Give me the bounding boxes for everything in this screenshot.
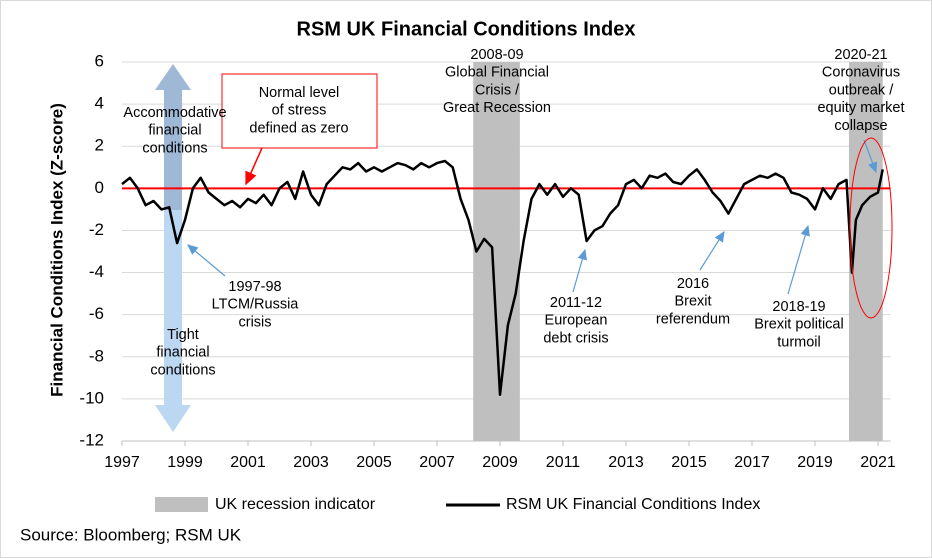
x-tick-label: 2009 bbox=[482, 454, 518, 471]
annotation: LTCM/Russia bbox=[212, 297, 300, 313]
x-tick-label: 1999 bbox=[167, 454, 203, 471]
annotation: equity market bbox=[817, 100, 904, 116]
annotation: Brexit bbox=[674, 294, 711, 310]
annotation: Tight bbox=[167, 327, 199, 343]
annotation: defined as zero bbox=[249, 120, 348, 136]
y-tick-label: -8 bbox=[89, 346, 104, 365]
legend-label: RSM UK Financial Conditions Index bbox=[506, 496, 760, 513]
y-axis-title: Financial Conditions Index (Z-score) bbox=[47, 103, 66, 397]
annotation: Great Recession bbox=[443, 100, 551, 116]
x-tick-label: 2007 bbox=[419, 454, 455, 471]
x-tick-label: 2021 bbox=[860, 454, 896, 471]
y-tick-label: -6 bbox=[89, 304, 104, 323]
annotation: financial bbox=[156, 345, 209, 361]
annotation: conditions bbox=[150, 362, 215, 378]
x-tick-label: 2005 bbox=[356, 454, 392, 471]
accommodative-arrow bbox=[155, 64, 191, 210]
annotation: 2020-21 bbox=[834, 47, 887, 63]
y-tick-label: -2 bbox=[89, 220, 104, 239]
y-tick-label: -10 bbox=[79, 388, 104, 407]
x-tick-label: 2017 bbox=[734, 454, 770, 471]
annotation: 2016 bbox=[677, 276, 709, 292]
legend-swatch bbox=[155, 497, 208, 512]
x-tick-label: 2019 bbox=[797, 454, 833, 471]
annotation: 2011-12 bbox=[550, 295, 602, 311]
annotation: turmoil bbox=[777, 334, 821, 350]
annotation: 2008-09 bbox=[470, 47, 523, 63]
x-tick-label: 2011 bbox=[546, 454, 581, 471]
plot-front bbox=[121, 159, 891, 396]
annotation: debt crisis bbox=[543, 330, 608, 346]
x-tick-label: 1997 bbox=[104, 454, 140, 471]
annotation: crisis bbox=[238, 314, 271, 330]
annotation: Brexit political bbox=[754, 317, 843, 333]
recession-band bbox=[473, 62, 520, 441]
covid-arrow bbox=[863, 139, 878, 174]
index-line bbox=[121, 159, 884, 396]
y-tick-label: 6 bbox=[95, 51, 104, 70]
annotation: 2018-19 bbox=[772, 299, 825, 315]
y-tick-label: -4 bbox=[89, 262, 104, 281]
euro-arrow bbox=[572, 248, 587, 293]
annotation: referendum bbox=[656, 311, 730, 327]
zero-note-box bbox=[221, 73, 378, 149]
ltcm-arrow bbox=[187, 244, 226, 277]
x-tick-label: 2001 bbox=[230, 454, 266, 471]
x-tick-label: 2015 bbox=[671, 454, 707, 471]
tight-arrow bbox=[155, 210, 191, 432]
annotation: 1997-98 bbox=[228, 279, 281, 295]
annotation: Accommodative bbox=[123, 105, 226, 121]
y-tick-label: 0 bbox=[95, 178, 104, 197]
x-tick-label: 2013 bbox=[608, 454, 644, 471]
chart-title: RSM UK Financial Conditions Index bbox=[297, 18, 636, 40]
annotation: conditions bbox=[142, 140, 207, 156]
annotation: outbreak / bbox=[829, 82, 894, 98]
brexit-arrow bbox=[699, 230, 725, 271]
legend-label: UK recession indicator bbox=[215, 496, 376, 513]
y-tick-label: 4 bbox=[95, 94, 104, 113]
zero-arrow bbox=[245, 147, 263, 186]
annotation: Crisis / bbox=[475, 82, 520, 98]
annotation: Coronavirus bbox=[822, 65, 900, 81]
annotation: collapse bbox=[834, 118, 887, 134]
y-tick-label: -12 bbox=[79, 430, 104, 449]
annotation: European bbox=[545, 313, 608, 329]
turmoil-arrow bbox=[787, 224, 810, 295]
source: Source: Bloomberg; RSM UK bbox=[20, 525, 242, 544]
annotation: Normal level bbox=[259, 85, 340, 101]
annotation: Global Financial bbox=[445, 65, 549, 81]
y-tick-label: 2 bbox=[95, 136, 104, 155]
annotation: of stress bbox=[272, 103, 327, 119]
annotation: financial bbox=[148, 123, 201, 139]
covid-ellipse bbox=[849, 137, 893, 319]
x-tick-label: 2003 bbox=[293, 454, 329, 471]
